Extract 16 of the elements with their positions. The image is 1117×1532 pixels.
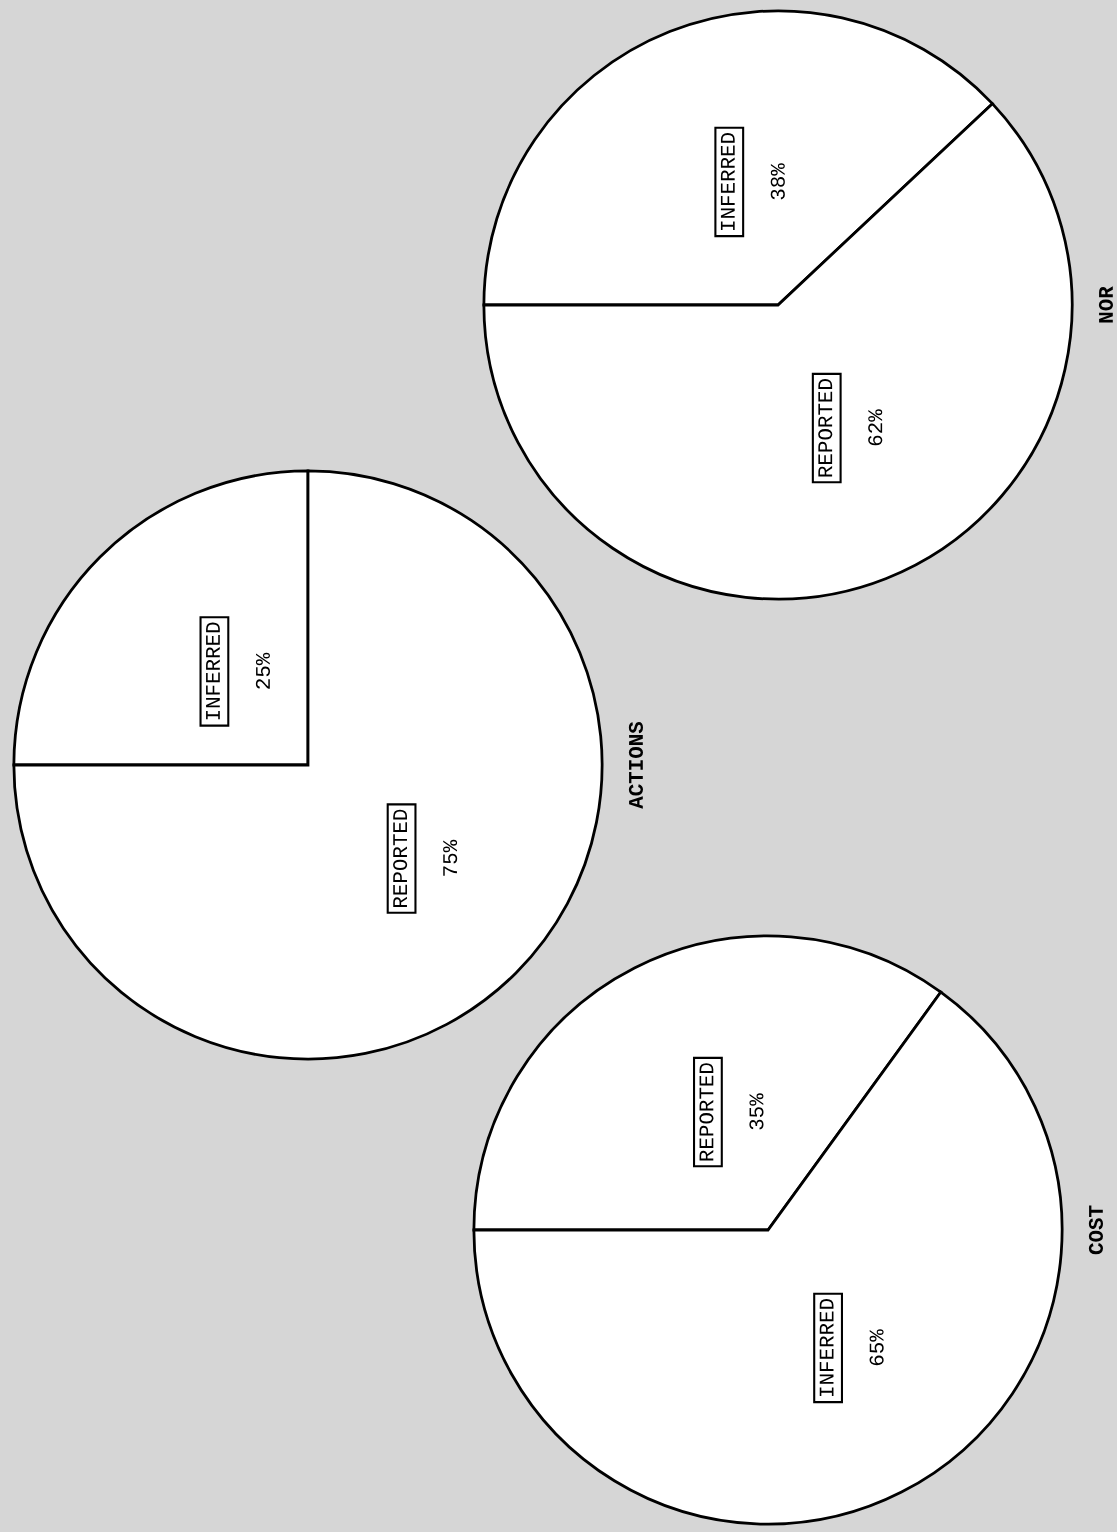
text: ACTIONS xyxy=(628,721,643,809)
data-label: 25% xyxy=(255,652,270,689)
text: COST xyxy=(1088,1205,1103,1255)
slice-label: INFERRED xyxy=(819,1298,834,1396)
data-label: 38% xyxy=(770,163,785,200)
data-label: 65% xyxy=(869,1329,884,1366)
slice-label: REPORTED xyxy=(393,809,408,907)
slice-label: INFERRED xyxy=(720,132,735,230)
slice-label: REPORTED xyxy=(699,1063,714,1161)
pie-slice xyxy=(12,469,604,1061)
data-label: 35% xyxy=(749,1093,764,1130)
text: NOR xyxy=(1098,286,1113,323)
data-label: 75% xyxy=(443,839,458,876)
data-label: 62% xyxy=(868,409,883,446)
slice-label: REPORTED xyxy=(818,379,833,477)
slice-label: INFERRED xyxy=(206,622,220,720)
